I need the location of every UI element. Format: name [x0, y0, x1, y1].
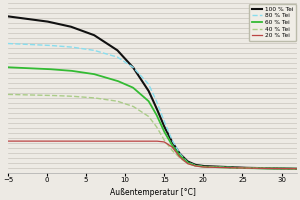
Legend: 100 % Tei, 80 % Tei, 60 % Tei, 40 % Tei, 20 % Tei: 100 % Tei, 80 % Tei, 60 % Tei, 40 % Tei,… [249, 4, 296, 41]
X-axis label: Außentemperatur [°C]: Außentemperatur [°C] [110, 188, 196, 197]
